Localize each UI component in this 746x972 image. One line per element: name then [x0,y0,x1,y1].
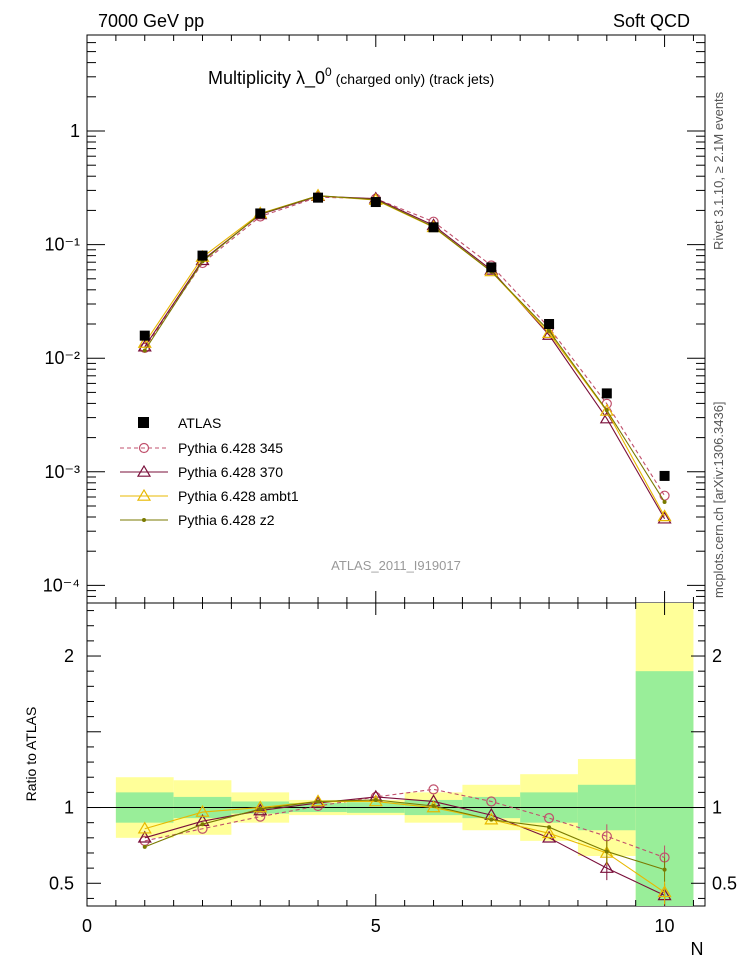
ratio-point-3 [662,867,667,872]
data-point [486,262,497,273]
ratio-point-3 [489,817,494,822]
y-tick-label: 10⁻² [44,348,80,368]
series-line-0 [144,196,666,496]
series-point-0 [659,490,670,501]
ratio-point-0 [486,796,497,807]
y-tick-label: 10⁻¹ [44,235,80,255]
data-point [370,197,381,208]
ratio-y-tick-label: 1 [64,798,74,818]
ratio-point-1 [599,860,614,873]
series-point-3 [604,408,609,413]
data-point [601,388,612,399]
data-point [139,330,150,341]
ratio-point-0 [543,813,555,824]
ratio-point-3 [316,799,321,804]
x-tick-label: 5 [371,916,381,936]
y-tick-label: 10⁻⁴ [43,575,80,595]
ratio-point-2 [253,800,268,813]
ratio-point-3 [142,844,147,849]
ratio-point-0 [428,784,439,795]
ratio-point-1 [137,830,152,843]
legend-marker-0 [138,442,150,454]
legend-marker-2 [136,488,152,501]
chart-title: Multiplicity λ_00 (charged only) (track … [208,65,494,89]
x-tick-label: 0 [82,916,92,936]
y-tick-label: 1 [70,121,80,141]
ratio-y-axis-label: Ratio to ATLAS [23,707,39,802]
legend-label-3: Pythia 6.428 z2 [178,512,275,528]
series-point-1 [599,411,614,424]
ratio-point-2 [137,821,152,834]
series-point-2 [657,509,672,522]
series-point-2 [599,403,614,416]
ratio-point-3 [547,825,552,830]
x-axis-label: N [691,939,704,959]
mcplots-label: mcplots.cern.ch [arXiv:1306.3436] [711,401,726,598]
data-point [255,208,266,219]
ratio-line-0 [144,788,665,859]
ratio-panel-frame [86,602,706,907]
ratio-series [137,784,672,906]
y-tick-label: 10⁻³ [44,462,80,482]
series-point-3 [142,348,147,353]
ratio-uncertainty-bands [87,603,705,906]
beam-label: 7000 GeV pp [98,11,204,31]
ratio-point-2 [542,826,557,839]
ratio-y-tick-label-right: 1 [712,798,722,818]
legend-label-2: Pythia 6.428 ambt1 [178,488,299,504]
data-point [197,250,208,261]
data-point [544,319,555,330]
ratio-y-tick-label-right: 0.5 [712,873,737,893]
legend-label-data: ATLAS [178,415,221,431]
ratio-line-3 [144,799,665,871]
data-point [313,192,324,203]
analysis-watermark: ATLAS_2011_I919017 [331,558,461,573]
ratio-y-tick-label: 2 [64,646,74,666]
series-point-3 [547,328,552,333]
main-axes: 10⁻⁴ 10⁻³ 10⁻² 10⁻¹ 1 [43,34,705,906]
rivet-label: Rivet 3.1.10, ≥ 2.1M events [711,91,726,250]
legend-marker-1 [136,464,152,477]
legend: ATLAS Pythia 6.428 345 Pythia 6.428 370 Py… [120,415,299,528]
ratio-axes: 0 5 10 0.5 0.5 1 1 2 2 [49,610,737,936]
ratio-point-3 [258,807,263,812]
ratio-y-tick-label: 0.5 [49,873,74,893]
ratio-point-2 [195,804,210,817]
legend-label-0: Pythia 6.428 345 [178,440,283,456]
series-point-2 [542,326,557,338]
ratio-point-2 [310,794,326,807]
ratio-line-1 [144,796,665,896]
x-tick-label: 10 [655,916,675,936]
main-series [137,188,672,524]
series-point-1 [657,511,672,524]
ratio-point-3 [373,797,378,802]
ratio-point-2 [657,885,672,898]
legend-marker-3 [142,518,146,522]
ratio-point-3 [604,849,609,854]
ratio-line-2 [144,800,665,893]
category-label: Soft QCD [613,11,690,31]
series-point-2 [137,335,152,348]
legend-label-1: Pythia 6.428 370 [178,464,283,480]
data-point [428,222,439,233]
ratio-point-3 [200,822,205,827]
ratio-y-tick-label-right: 2 [712,646,722,666]
data-point [659,470,670,481]
series-point-3 [662,499,667,504]
series-line-3 [144,195,666,503]
ratio-point-3 [431,804,436,809]
legend-marker-data [138,417,149,428]
